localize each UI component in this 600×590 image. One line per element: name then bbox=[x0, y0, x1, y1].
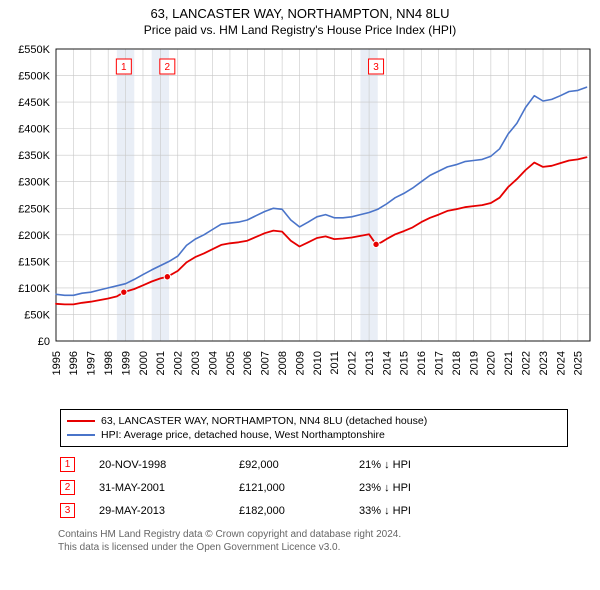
svg-text:£550K: £550K bbox=[18, 44, 50, 56]
svg-text:2020: 2020 bbox=[486, 351, 498, 375]
legend: 63, LANCASTER WAY, NORTHAMPTON, NN4 8LU … bbox=[60, 409, 568, 447]
svg-text:1: 1 bbox=[121, 62, 127, 73]
sale-row: 1 20-NOV-1998£92,00021% ↓ HPI bbox=[0, 453, 600, 476]
sale-price: £121,000 bbox=[239, 482, 359, 494]
svg-text:1995: 1995 bbox=[51, 351, 63, 375]
svg-text:1999: 1999 bbox=[120, 351, 132, 375]
legend-item: 63, LANCASTER WAY, NORTHAMPTON, NN4 8LU … bbox=[67, 414, 561, 428]
line-chart-svg: £0 £50K £100K £150K £200K £250K £300K £350K £400… bbox=[0, 41, 600, 401]
footer-line2: This data is licensed under the Open Gov… bbox=[58, 541, 570, 554]
svg-text:2017: 2017 bbox=[434, 351, 446, 375]
svg-text:2006: 2006 bbox=[242, 351, 254, 375]
svg-text:1997: 1997 bbox=[86, 351, 98, 375]
svg-text:2010: 2010 bbox=[312, 351, 324, 375]
sale-marker-box: 3 bbox=[60, 503, 75, 518]
svg-text:2011: 2011 bbox=[329, 351, 341, 375]
svg-text:2015: 2015 bbox=[399, 351, 411, 375]
sale-date: 20-NOV-1998 bbox=[99, 459, 239, 471]
svg-text:£350K: £350K bbox=[18, 150, 50, 162]
sale-row: 2 31-MAY-2001£121,00023% ↓ HPI bbox=[0, 476, 600, 499]
svg-text:£400K: £400K bbox=[18, 124, 50, 136]
sale-price: £182,000 bbox=[239, 505, 359, 517]
svg-text:2025: 2025 bbox=[573, 351, 585, 375]
sale-pct-vs-hpi: 21% ↓ HPI bbox=[359, 459, 479, 471]
sale-pct-vs-hpi: 33% ↓ HPI bbox=[359, 505, 479, 517]
chart-title-line1: 63, LANCASTER WAY, NORTHAMPTON, NN4 8LU bbox=[0, 0, 600, 21]
sale-price: £92,000 bbox=[239, 459, 359, 471]
svg-text:2002: 2002 bbox=[173, 351, 185, 375]
svg-text:2000: 2000 bbox=[138, 351, 150, 375]
svg-text:2021: 2021 bbox=[503, 351, 515, 375]
svg-text:2016: 2016 bbox=[416, 351, 428, 375]
svg-text:3: 3 bbox=[373, 62, 379, 73]
svg-text:1996: 1996 bbox=[68, 351, 80, 375]
svg-text:2014: 2014 bbox=[381, 351, 393, 375]
svg-text:£200K: £200K bbox=[18, 230, 50, 242]
svg-text:£300K: £300K bbox=[18, 177, 50, 189]
legend-label: 63, LANCASTER WAY, NORTHAMPTON, NN4 8LU … bbox=[101, 415, 427, 427]
svg-text:2: 2 bbox=[165, 62, 171, 73]
sale-date: 29-MAY-2013 bbox=[99, 505, 239, 517]
svg-text:£500K: £500K bbox=[18, 71, 50, 83]
svg-text:1998: 1998 bbox=[103, 351, 115, 375]
svg-text:2004: 2004 bbox=[207, 351, 219, 375]
chart-title-line2: Price paid vs. HM Land Registry's House … bbox=[0, 21, 600, 41]
legend-swatch bbox=[67, 420, 95, 422]
svg-text:2007: 2007 bbox=[260, 351, 272, 375]
svg-text:£150K: £150K bbox=[18, 256, 50, 268]
sale-date: 31-MAY-2001 bbox=[99, 482, 239, 494]
svg-text:2012: 2012 bbox=[347, 351, 359, 375]
svg-text:£250K: £250K bbox=[18, 203, 50, 215]
svg-text:2003: 2003 bbox=[190, 351, 202, 375]
svg-text:2008: 2008 bbox=[277, 351, 289, 375]
svg-text:£50K: £50K bbox=[24, 309, 50, 321]
sale-pct-vs-hpi: 23% ↓ HPI bbox=[359, 482, 479, 494]
sale-row: 3 29-MAY-2013£182,00033% ↓ HPI bbox=[0, 499, 600, 522]
svg-text:2024: 2024 bbox=[555, 351, 567, 375]
footer-line1: Contains HM Land Registry data © Crown c… bbox=[58, 528, 570, 541]
svg-text:2022: 2022 bbox=[520, 351, 532, 375]
footer-attribution: Contains HM Land Registry data © Crown c… bbox=[58, 528, 570, 554]
legend-label: HPI: Average price, detached house, West… bbox=[101, 429, 385, 441]
svg-text:£0: £0 bbox=[38, 336, 50, 348]
sales-table: 1 20-NOV-1998£92,00021% ↓ HPI 2 31-MAY-2001… bbox=[0, 453, 600, 522]
svg-text:2023: 2023 bbox=[538, 351, 550, 375]
chart-area: £0 £50K £100K £150K £200K £250K £300K £350K £400… bbox=[0, 41, 600, 401]
svg-text:2005: 2005 bbox=[225, 351, 237, 375]
legend-swatch bbox=[67, 434, 95, 436]
sale-marker-box: 1 bbox=[60, 457, 75, 472]
svg-text:2018: 2018 bbox=[451, 351, 463, 375]
svg-text:2019: 2019 bbox=[468, 351, 480, 375]
svg-text:£450K: £450K bbox=[18, 97, 50, 109]
legend-item: HPI: Average price, detached house, West… bbox=[67, 428, 561, 442]
svg-text:2013: 2013 bbox=[364, 351, 376, 375]
svg-text:2001: 2001 bbox=[155, 351, 167, 375]
svg-text:£100K: £100K bbox=[18, 283, 50, 295]
sale-marker-box: 2 bbox=[60, 480, 75, 495]
svg-text:2009: 2009 bbox=[294, 351, 306, 375]
